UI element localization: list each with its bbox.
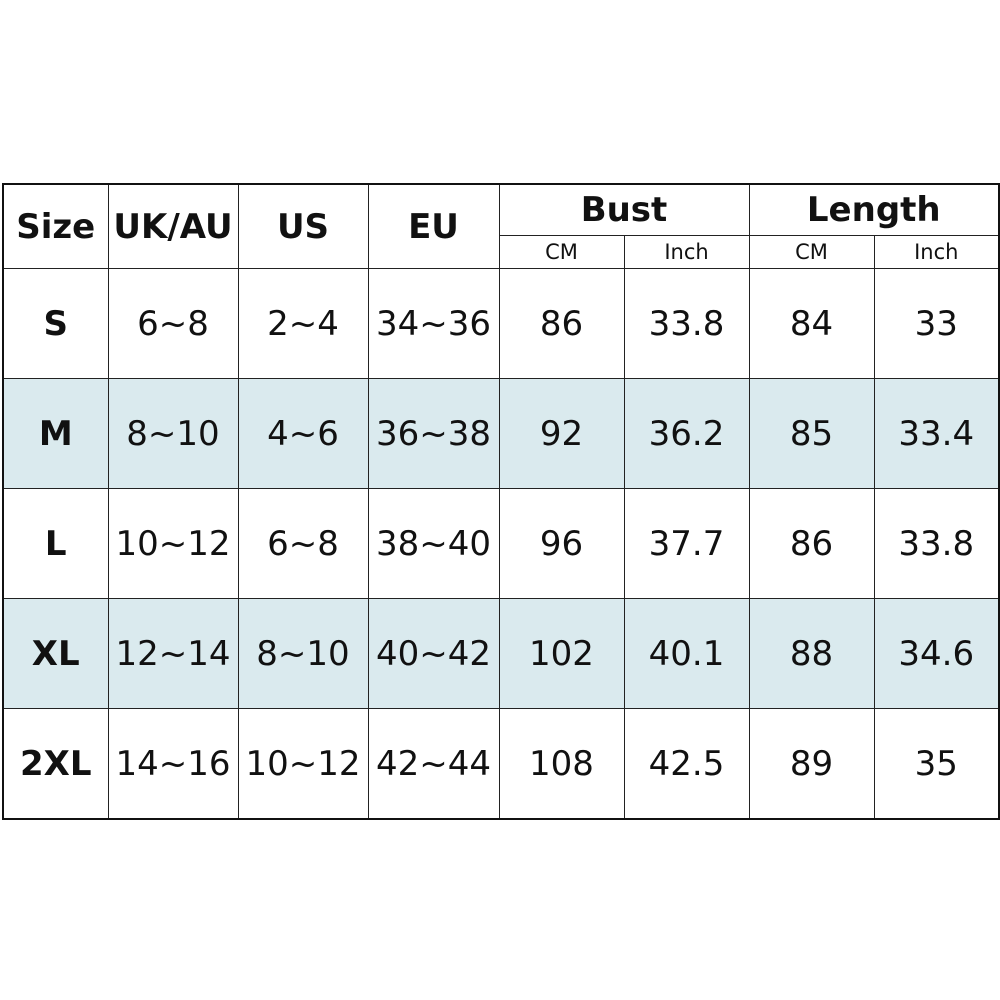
cell-bust-cm: 102 [498, 598, 625, 709]
cell-size: S [2, 268, 109, 379]
cell-uk-au: 8~10 [107, 378, 239, 489]
cell-size: L [2, 488, 109, 599]
cell-bust-cm: 92 [498, 378, 625, 489]
cell-uk-au: 6~8 [107, 268, 239, 379]
cell-length-cm: 89 [748, 708, 875, 820]
table-row: M 8~10 4~6 36~38 92 36.2 85 33.4 [2, 378, 1000, 489]
cell-length-inch: 34.6 [873, 598, 1000, 709]
cell-length-cm: 86 [748, 488, 875, 599]
cell-us: 6~8 [237, 488, 369, 599]
cell-uk-au: 10~12 [107, 488, 239, 599]
cell-uk-au: 14~16 [107, 708, 239, 820]
cell-size: XL [2, 598, 109, 709]
cell-length-inch: 33 [873, 268, 1000, 379]
table-row: L 10~12 6~8 38~40 96 37.7 86 33.8 [2, 488, 1000, 599]
cell-bust-inch: 33.8 [623, 268, 750, 379]
cell-bust-inch: 37.7 [623, 488, 750, 599]
table-row: 2XL 14~16 10~12 42~44 108 42.5 89 35 [2, 708, 1000, 820]
header-size: Size [2, 183, 109, 269]
header-bust-cm: CM [498, 235, 625, 269]
cell-bust-inch: 40.1 [623, 598, 750, 709]
header-uk-au: UK/AU [107, 183, 239, 269]
header-length-cm: CM [748, 235, 875, 269]
cell-eu: 42~44 [367, 708, 500, 820]
cell-length-inch: 33.4 [873, 378, 1000, 489]
cell-length-cm: 84 [748, 268, 875, 379]
cell-eu: 36~38 [367, 378, 500, 489]
table-row: S 6~8 2~4 34~36 86 33.8 84 33 [2, 268, 1000, 379]
cell-size: M [2, 378, 109, 489]
cell-bust-cm: 96 [498, 488, 625, 599]
cell-eu: 40~42 [367, 598, 500, 709]
cell-us: 8~10 [237, 598, 369, 709]
cell-bust-inch: 42.5 [623, 708, 750, 820]
header-row: Size UK/AU US EU Bust Length [2, 183, 1000, 269]
header-bust-inch: Inch [623, 235, 750, 269]
header-length-inch: Inch [873, 235, 1000, 269]
cell-us: 10~12 [237, 708, 369, 820]
cell-bust-cm: 108 [498, 708, 625, 820]
cell-size: 2XL [2, 708, 109, 820]
cell-length-inch: 33.8 [873, 488, 1000, 599]
size-chart-table: Size UK/AU US EU Bust Length CM Inch CM … [2, 183, 1000, 820]
cell-length-cm: 85 [748, 378, 875, 489]
cell-bust-cm: 86 [498, 268, 625, 379]
header-us: US [237, 183, 369, 269]
header-length: Length [748, 183, 1000, 236]
cell-eu: 34~36 [367, 268, 500, 379]
cell-eu: 38~40 [367, 488, 500, 599]
cell-length-inch: 35 [873, 708, 1000, 820]
cell-bust-inch: 36.2 [623, 378, 750, 489]
cell-uk-au: 12~14 [107, 598, 239, 709]
header-bust: Bust [498, 183, 750, 236]
cell-length-cm: 88 [748, 598, 875, 709]
header-eu: EU [367, 183, 500, 269]
cell-us: 4~6 [237, 378, 369, 489]
cell-us: 2~4 [237, 268, 369, 379]
table-row: XL 12~14 8~10 40~42 102 40.1 88 34.6 [2, 598, 1000, 709]
